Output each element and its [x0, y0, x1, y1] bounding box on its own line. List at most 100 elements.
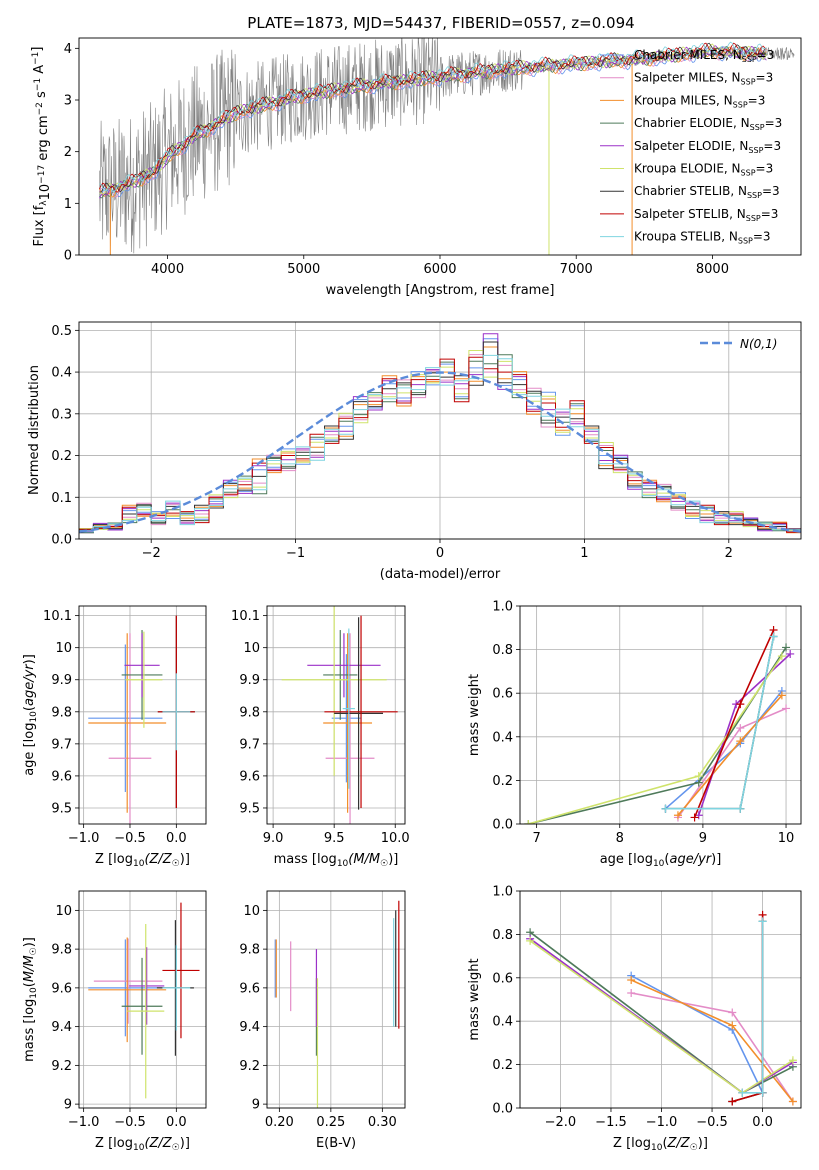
massweight_vs_age-ytick-label: 0.2	[492, 774, 513, 789]
massweight_vs_Z-xtick-label: −1.5	[595, 1115, 627, 1130]
massweight_vs_Z-point-marker	[728, 1097, 737, 1106]
spectrum-ylabel-part: −2	[35, 102, 45, 115]
age_vs_Z-ylabel-part: )]	[22, 654, 37, 664]
massweight_vs_Z-xtick-label: −0.5	[696, 1115, 728, 1130]
massweight_vs_Z-xlabel-part: Z/Z	[667, 1136, 691, 1151]
age_vs_Z-xlabel-part: )]	[180, 852, 190, 867]
mass_vs_Z-ytick-label: 9	[64, 1098, 72, 1113]
legend-entry-base: Chabrier ELODIE, N	[634, 116, 750, 130]
age_vs_mass-xlabel: mass [log10(M/M☉)]	[274, 852, 399, 869]
mass_vs_Z-ytick-label: 9.6	[51, 981, 72, 996]
age_vs_Z-ytick-label: 9.7	[51, 737, 72, 752]
massweight_vs_age-ytick-label: 0.8	[492, 643, 513, 658]
residuals-xtick-label: 2	[725, 546, 733, 561]
age_vs_mass-ytick-label: 9.8	[239, 705, 260, 720]
residuals-ytick-label: 0.0	[51, 533, 72, 548]
spectrum-ylabel-part: −1	[31, 52, 41, 65]
massweight_vs_Z-ytick-label: 0.2	[492, 1058, 513, 1073]
massweight_vs_age-ytick-label: 1.0	[492, 600, 513, 615]
legend-entry-base: Salpeter MILES, N	[634, 71, 741, 85]
legend-entry-base: Salpeter STELIB, N	[634, 207, 746, 221]
residuals-ytick-label: 0.4	[51, 366, 72, 381]
massweight_vs_Z-ylabel: mass weight	[467, 958, 482, 1040]
massweight_vs_age-series-line	[665, 636, 775, 810]
spectrum-model-line	[99, 45, 767, 199]
massweight_vs_age-xlabel-part: age/yr	[669, 852, 712, 867]
legend-entry-base: Chabrier MILES, N	[634, 48, 742, 62]
spectrum-ytick-label: 0	[64, 249, 72, 264]
massweight_vs_Z-series-line	[732, 914, 764, 1103]
age_vs_Z-xlabel-part: Z [log	[95, 852, 133, 867]
spectrum-frame	[78, 37, 802, 256]
legend-entry-tail: =3	[756, 162, 774, 176]
massweight_vs_age-point-marker	[690, 813, 699, 822]
mass_vs_Z-xtick-label: −1.0	[68, 1115, 100, 1130]
mass_vs_Z-ylabel-part: 10	[29, 987, 39, 999]
massweight_vs_age-series-line	[677, 694, 783, 816]
massweight_vs_age-point-marker	[782, 704, 791, 713]
spectrum-model-line	[99, 41, 767, 193]
age_vs_Z-ytick-label: 9.8	[51, 705, 72, 720]
age_vs_Z-ylabel-part: (	[22, 706, 37, 711]
mass_vs_Z-ylabel-part: (	[22, 982, 37, 987]
mass_vs_Z-ylabel-part: M/M	[22, 955, 37, 982]
age_vs_mass-ytick-label: 9.6	[239, 769, 260, 784]
massweight_vs_age-xtick-label: 10	[778, 831, 795, 846]
legend-entry-tail: =3	[748, 93, 766, 107]
mass_vs_Z-ytick-label: 9.4	[51, 1020, 72, 1035]
spectrum-model-line	[99, 47, 767, 198]
spectrum-plot-area	[99, 38, 795, 255]
mass_vs_EBV-ytick-label: 9.4	[239, 1020, 260, 1035]
mass_vs_Z-xlabel-part: )]	[180, 1136, 190, 1151]
age_vs_Z-ytick-label: 9.6	[51, 769, 72, 784]
mass_vs_Z-ylabel-part: mass [log	[22, 999, 37, 1062]
massweight_vs_Z-series-line	[732, 921, 764, 1103]
spectrum-xtick-label: 6000	[423, 262, 456, 277]
massweight_vs_age-ylabel: mass weight	[467, 674, 482, 756]
legend-entry-base: Chabrier STELIB, N	[634, 184, 747, 198]
figure-title: PLATE=1873, MJD=54437, FIBERID=0557, z=0…	[247, 14, 634, 32]
legend-entry-sub: SSP	[741, 169, 756, 178]
normal-reference-curve	[79, 371, 801, 533]
residuals-frame	[78, 321, 802, 540]
massweight_vs_Z-ytick-label: 0.4	[492, 1015, 513, 1030]
age_vs_Z-frame	[78, 605, 207, 825]
massweight_vs_Z-point-marker	[728, 1021, 737, 1030]
legend-entry-sub: SSP	[738, 237, 753, 246]
spectrum-model-line	[99, 43, 767, 195]
spectrum-xtick-label: 5000	[287, 262, 320, 277]
mass_vs_EBV-xtick-label: 0.25	[316, 1115, 345, 1130]
spectrum-ylabel-part: −17	[37, 165, 47, 184]
massweight_vs_age-point-marker	[736, 724, 745, 733]
spectrum-ylabel-part: λ	[39, 200, 49, 206]
massweight_vs_Z-series-line	[630, 974, 764, 1094]
massweight_vs_age-xtick-label: 8	[616, 831, 624, 846]
age_vs_mass-xtick-label: 9.5	[324, 831, 345, 846]
spectrum-ylabel-part: ]	[30, 47, 45, 52]
massweight_vs_Z-ytick-label: 0.8	[492, 928, 513, 943]
massweight_vs_age-series-line	[664, 690, 783, 810]
massweight_vs_age-point-marker	[736, 804, 745, 813]
mass_vs_Z-xlabel-part: ☉	[172, 1143, 180, 1153]
massweight_vs_age-point-marker	[777, 652, 786, 661]
legend-entry-tail: =3	[757, 48, 775, 62]
massweight_vs_age-xlabel-part: age [log	[600, 852, 653, 867]
legend-entry-tail: =3	[753, 230, 771, 244]
legend-entry-base: Kroupa ELODIE, N	[634, 162, 741, 176]
age_vs_mass-ytick-label: 10	[243, 641, 260, 656]
age_vs_Z-ytick-label: 9.5	[51, 801, 72, 816]
massweight_vs_age-xlabel: age [log10(age/yr)]	[600, 852, 722, 869]
massweight_vs_age-point-marker	[736, 700, 745, 709]
mass_vs_Z-frame	[78, 890, 207, 1109]
legend-entry-tail: =3	[756, 71, 774, 85]
legend-entry-base: Kroupa STELIB, N	[634, 230, 738, 244]
spectrum-ylabel: Flux [fλ10−17 erg cm−2 s−1 A−1]	[30, 47, 53, 247]
age_vs_mass-xlabel-part: (M/M	[348, 852, 380, 867]
massweight_vs_Z-point-marker	[627, 988, 636, 997]
age_vs_mass-ytick-label: 9.7	[239, 737, 260, 752]
age_vs_mass-ytick-label: 9.9	[239, 673, 260, 688]
age_vs_mass-xlabel-part: )]	[388, 852, 398, 867]
legend-entry-sub: SSP	[747, 191, 762, 200]
massweight_vs_age-point-marker	[524, 820, 533, 824]
massweight_vs_age-point-marker	[673, 811, 682, 820]
